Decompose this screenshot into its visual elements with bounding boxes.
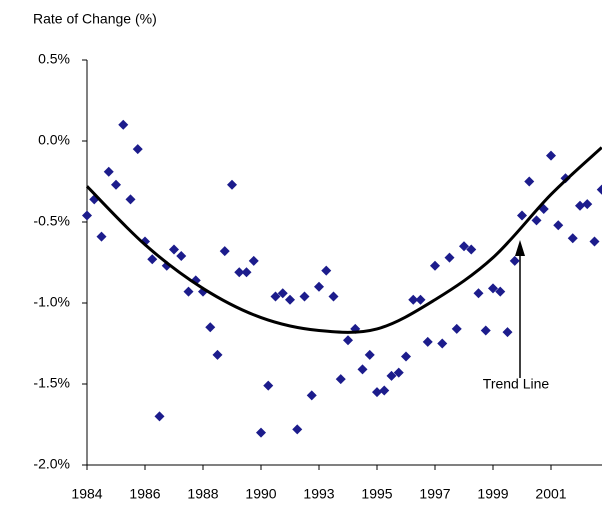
data-point [495,286,506,297]
data-point [263,380,274,391]
x-tick-label: 1997 [419,486,450,502]
data-point [335,374,346,385]
data-point [227,179,237,190]
data-point [270,291,281,302]
data-point [408,294,419,305]
data-point [299,291,310,302]
data-point [205,322,216,333]
data-point [328,291,339,302]
data-point [277,288,288,299]
data-point [314,281,324,292]
data-point [306,390,317,401]
data-point [176,251,187,262]
data-point [125,194,136,205]
data-point [451,323,462,334]
x-tick-label: 1995 [361,486,392,502]
data-point [154,411,165,422]
data-point [111,179,121,190]
data-point [553,220,564,231]
data-point [103,166,114,177]
data-point [459,241,469,252]
trend-line [85,146,602,334]
data-point [517,210,527,221]
x-tick-label: 1999 [477,486,508,502]
y-tick-label: -1.5% [33,375,70,391]
x-tick-label: 1993 [303,486,334,502]
data-point [430,260,440,271]
data-point [292,424,303,435]
x-tick-label: 1990 [245,486,276,502]
annotation-arrowhead [515,240,525,256]
y-tick-label: 0.0% [38,132,70,148]
x-tick-label: 1986 [129,486,160,502]
data-point [596,184,602,195]
data-point [582,199,593,210]
data-point [256,427,266,438]
data-point [444,252,455,263]
data-point [480,325,491,336]
x-tick-label: 1988 [187,486,218,502]
chart-title: Rate of Change (%) [33,11,157,27]
data-point [183,286,194,297]
data-point [415,294,426,305]
data-point [357,364,368,375]
data-point [473,288,484,299]
data-point [343,335,353,346]
data-point [524,176,535,187]
data-point [219,246,230,257]
data-point [248,255,259,266]
data-point [422,336,433,347]
data-point [285,294,295,305]
data-point [531,215,542,226]
data-point [589,236,600,247]
y-tick-label: -1.0% [33,294,70,310]
annotation: Trend Line [483,376,550,392]
data-point [132,144,143,155]
y-tick-label: -2.0% [33,456,70,472]
data-point [509,255,520,266]
data-point [567,233,578,244]
data-point [241,267,252,278]
data-point [372,387,382,398]
data-point [82,210,92,221]
data-point [488,283,498,294]
data-point [546,150,556,161]
data-point [437,338,448,349]
data-point [169,244,179,255]
data-point [321,265,332,276]
data-point [386,370,397,381]
data-point [575,200,585,211]
data-point [212,349,223,360]
data-point [502,327,513,338]
data-point [379,385,390,396]
data-point [234,267,245,278]
y-tick-label: 0.5% [38,51,70,67]
data-point [118,119,129,130]
y-tick-label: -0.5% [33,213,70,229]
data-point [466,244,477,255]
data-point [96,231,107,242]
x-tick-label: 1984 [71,486,102,502]
data-point [364,349,375,360]
data-point [401,351,411,362]
x-tick-label: 2001 [535,486,566,502]
data-point [393,367,404,378]
data-point [147,254,158,265]
